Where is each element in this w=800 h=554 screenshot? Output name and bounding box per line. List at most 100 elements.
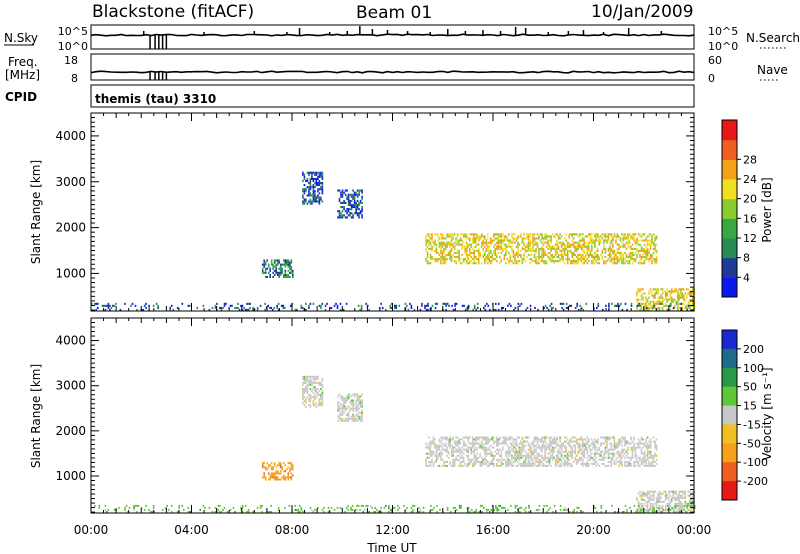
heatmap-cell (541, 245, 543, 248)
heatmap-cell (523, 444, 525, 447)
heatmap-cell (618, 444, 620, 447)
heatmap-cell (569, 446, 572, 449)
heatmap-cell (612, 251, 614, 254)
heatmap-cell (391, 511, 393, 513)
heatmap-cell (494, 440, 497, 443)
heatmap-cell (130, 304, 132, 307)
heatmap-cell (317, 184, 319, 187)
heatmap-cell (514, 241, 516, 244)
heatmap-cell (305, 385, 307, 388)
heatmap-cell (574, 446, 576, 449)
heatmap-cell (628, 462, 631, 465)
heatmap-cell (314, 396, 316, 399)
heatmap-cell (341, 407, 344, 410)
heatmap-cell (538, 247, 540, 250)
heatmap-cell (637, 511, 640, 513)
heatmap-cell (624, 442, 626, 445)
heatmap-cell (585, 302, 588, 305)
heatmap-cell (664, 492, 667, 495)
heatmap-cell (648, 498, 650, 501)
heatmap-cell (681, 508, 683, 511)
heatmap-cell (429, 460, 432, 463)
heatmap-cell (569, 233, 572, 236)
heatmap-cell (613, 260, 616, 263)
heatmap-cell (388, 506, 390, 509)
heatmap-cell (569, 450, 572, 453)
heatmap-cell (634, 247, 637, 250)
heatmap-cell (505, 442, 507, 445)
heatmap-cell (340, 407, 342, 410)
heatmap-cell (692, 504, 694, 507)
heatmap-cell (594, 241, 596, 244)
heatmap-cell (290, 464, 293, 467)
heatmap-cell (426, 262, 429, 265)
heatmap-cell (234, 306, 236, 309)
colorbar-swatch (722, 348, 737, 369)
heatmap-cell (339, 506, 342, 509)
heatmap-cell (646, 304, 649, 307)
heatmap-cell (309, 200, 312, 203)
heatmap-cell (529, 243, 531, 246)
heatmap-cell (682, 492, 685, 495)
heatmap-cell (595, 239, 598, 242)
heatmap-cell (289, 265, 291, 268)
heatmap-cell (649, 502, 652, 505)
heatmap-cell (553, 446, 555, 449)
heatmap-cell (613, 460, 616, 463)
heatmap-cell (646, 249, 649, 252)
heatmap-cell (529, 239, 531, 242)
heatmap-cell (361, 216, 363, 219)
heatmap-cell (479, 436, 481, 439)
heatmap-cell (670, 298, 673, 301)
heatmap-cell (431, 249, 433, 252)
heatmap-cell (485, 438, 488, 441)
heatmap-cell (575, 241, 578, 244)
heatmap-cell (679, 502, 682, 505)
heatmap-cell (603, 233, 605, 236)
heatmap-cell (616, 456, 619, 459)
heatmap-cell (264, 308, 266, 311)
heatmap-cell (290, 472, 293, 475)
cpid-panel (90, 84, 695, 108)
heatmap-cell (499, 239, 501, 242)
heatmap-cell (289, 261, 291, 264)
heatmap-cell (477, 258, 480, 261)
heatmap-cell (627, 452, 629, 455)
heatmap-cell (510, 504, 512, 507)
heatmap-cell (493, 454, 495, 457)
heatmap-cell (654, 464, 656, 467)
heatmap-cell (588, 438, 590, 441)
heatmap-cell (622, 235, 625, 238)
heatmap-cell (344, 399, 347, 402)
heatmap-cell (615, 235, 617, 238)
heatmap-cell (508, 243, 510, 246)
heatmap-cell (681, 288, 683, 291)
heatmap-cell (578, 446, 581, 449)
heatmap-cell (600, 436, 602, 439)
heatmap-cell (318, 304, 321, 307)
heatmap-cell (603, 436, 605, 439)
heatmap-cell (270, 476, 273, 479)
heatmap-cell (464, 442, 466, 445)
heatmap-cell (308, 306, 310, 309)
heatmap-cell (588, 253, 590, 256)
heatmap-cell (338, 407, 341, 410)
heatmap-cell (337, 216, 339, 219)
heatmap-cell (502, 458, 504, 461)
heatmap-cell (615, 258, 617, 261)
heatmap-cell (639, 249, 641, 252)
heatmap-cell (603, 243, 605, 246)
heatmap-cell (648, 243, 650, 246)
heatmap-cell (657, 494, 659, 497)
heatmap-cell (467, 456, 469, 459)
heatmap-cell (443, 460, 445, 463)
heatmap-cell (496, 256, 498, 259)
heatmap-cell (664, 511, 667, 513)
heatmap-cell (487, 253, 489, 256)
heatmap-cell (633, 448, 635, 451)
heatmap-cell (300, 506, 303, 509)
heatmap-cell (505, 262, 507, 265)
heatmap-cell (581, 247, 584, 250)
heatmap-cell (297, 508, 300, 511)
heatmap-cell (607, 448, 610, 451)
